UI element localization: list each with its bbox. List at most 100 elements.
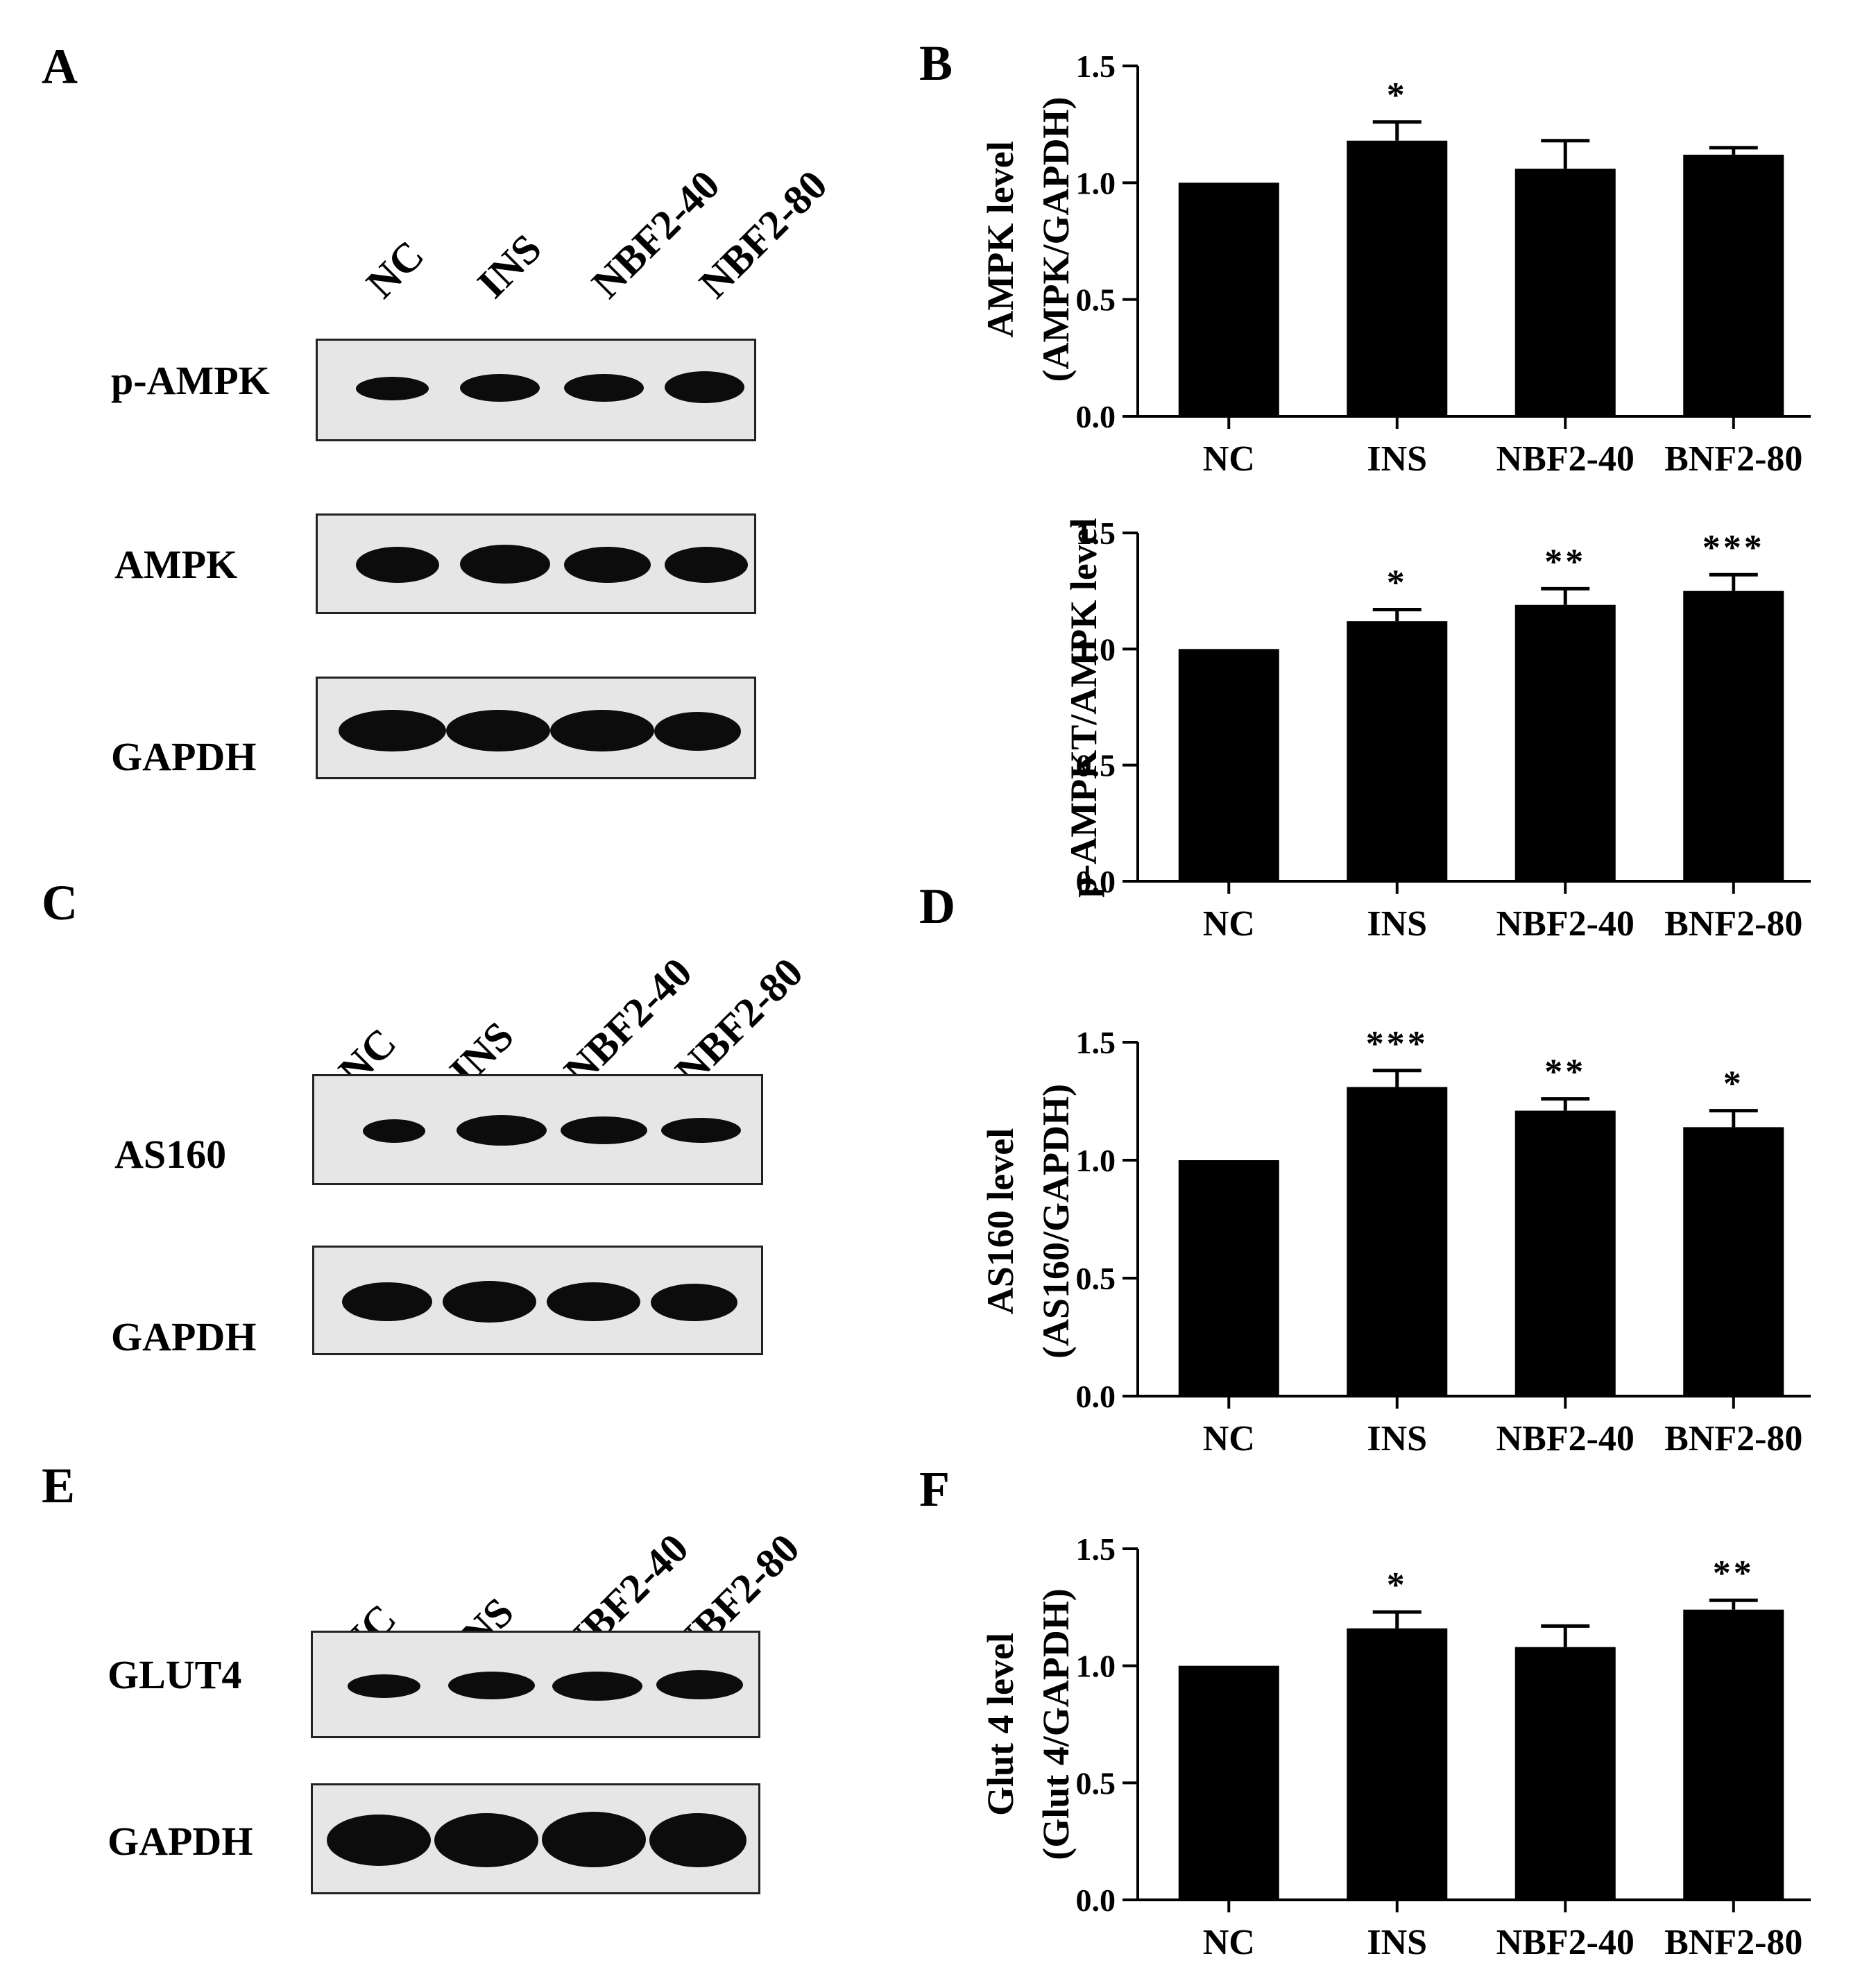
x-tick-label: NC — [1203, 439, 1255, 479]
bar — [1514, 604, 1616, 881]
band — [456, 1115, 547, 1146]
y-tick-label: 0.5 — [1076, 1765, 1116, 1801]
x-tick-label: BNF2-80 — [1664, 1923, 1802, 1962]
panel-letter-d: D — [919, 878, 955, 934]
y-tick-label: 1.0 — [1076, 631, 1116, 667]
bar — [1178, 649, 1279, 881]
blot-strip-as160 — [312, 1074, 763, 1185]
panel-letter-b: B — [919, 35, 953, 91]
significance-marker: * — [1387, 1565, 1408, 1605]
blot-strip-gapdh-c — [312, 1246, 763, 1355]
band — [448, 1672, 535, 1699]
blot-label-gapdh-e: GAPDH — [108, 1819, 253, 1864]
significance-marker: * — [1387, 76, 1408, 115]
x-tick-label: NBF2-40 — [1496, 904, 1635, 944]
x-tick-label: NBF2-40 — [1496, 439, 1635, 479]
band — [651, 1284, 737, 1321]
band — [654, 712, 741, 751]
band — [348, 1674, 420, 1698]
blot-strip-glut4 — [311, 1631, 760, 1738]
panel-letter-f: F — [919, 1461, 950, 1517]
significance-marker: *** — [1366, 1024, 1428, 1064]
x-tick-label: INS — [1367, 1419, 1427, 1459]
bar — [1178, 182, 1279, 416]
blot-label-gapdh-c: GAPDH — [111, 1314, 257, 1359]
band — [339, 710, 446, 751]
band — [661, 1118, 741, 1143]
y-tick-label: 0.5 — [1076, 282, 1116, 318]
band — [656, 1670, 743, 1699]
blot-label-glut4: GLUT4 — [108, 1652, 242, 1697]
bar — [1347, 1628, 1448, 1900]
bar — [1683, 591, 1784, 881]
y-tick-label: 0.0 — [1076, 1883, 1116, 1918]
y-tick-label: 0.0 — [1076, 864, 1116, 899]
band — [649, 1813, 746, 1867]
x-tick-label: INS — [1367, 904, 1427, 944]
y-tick-label: 0.0 — [1076, 1379, 1116, 1414]
y-tick-label: 1.5 — [1076, 516, 1116, 551]
y-axis-label: AMPK level — [980, 141, 1021, 337]
bar — [1514, 1647, 1616, 1900]
significance-marker: ** — [1544, 1053, 1586, 1092]
band — [665, 371, 744, 403]
significance-marker: ** — [1713, 1554, 1755, 1593]
band — [460, 545, 550, 584]
y-tick-label: 0.5 — [1076, 748, 1116, 783]
band — [561, 1116, 647, 1144]
bar — [1347, 140, 1448, 416]
y-axis-label: p-AMPKT/AMPK level — [1063, 518, 1104, 897]
y-tick-label: 0.5 — [1076, 1261, 1116, 1296]
significance-marker: ** — [1544, 542, 1586, 581]
bar — [1514, 169, 1616, 416]
band — [460, 374, 540, 402]
bar — [1178, 1160, 1279, 1396]
blot-label-gapdh-a: GAPDH — [111, 734, 257, 779]
y-axis-label: (AMPK/GAPDH) — [1035, 97, 1077, 382]
x-tick-label: BNF2-80 — [1664, 1419, 1802, 1459]
panel-letter-a: A — [42, 39, 78, 94]
band — [552, 1672, 642, 1701]
y-tick-label: 0.0 — [1076, 399, 1116, 434]
band — [564, 374, 644, 402]
bar — [1683, 1609, 1784, 1900]
x-tick-label: NC — [1203, 1923, 1255, 1962]
blot-label-ampk: AMPK — [114, 542, 238, 587]
band — [363, 1119, 425, 1143]
significance-marker: * — [1387, 563, 1408, 602]
bar — [1347, 621, 1448, 881]
panel-letter-c: C — [42, 875, 78, 931]
blot-strip-ampk — [316, 513, 756, 614]
band — [542, 1812, 646, 1867]
x-tick-label: INS — [1367, 1923, 1427, 1962]
blot-strip-gapdh-a — [316, 677, 756, 779]
band — [564, 547, 651, 583]
panel-letter-e: E — [42, 1458, 76, 1513]
x-tick-label: BNF2-80 — [1664, 439, 1802, 479]
y-axis-label: AS160 level — [980, 1128, 1021, 1314]
bar — [1683, 154, 1784, 416]
y-tick-label: 1.5 — [1076, 1531, 1116, 1567]
band — [547, 1282, 640, 1321]
significance-marker: * — [1723, 1064, 1744, 1104]
x-tick-label: NC — [1203, 1419, 1255, 1459]
y-tick-label: 1.5 — [1076, 1025, 1116, 1060]
x-tick-label: NBF2-40 — [1496, 1923, 1635, 1962]
y-tick-label: 1.0 — [1076, 165, 1116, 201]
bar — [1178, 1665, 1279, 1900]
significance-marker: *** — [1702, 528, 1765, 568]
x-tick-label: INS — [1367, 439, 1427, 479]
bar — [1347, 1087, 1448, 1396]
x-tick-label: NBF2-40 — [1496, 1419, 1635, 1459]
y-axis-label: (Glut 4/GAPDH) — [1035, 1588, 1077, 1860]
bar — [1683, 1127, 1784, 1396]
band — [356, 377, 429, 400]
x-tick-label: NC — [1203, 904, 1255, 944]
y-tick-label: 1.0 — [1076, 1649, 1116, 1684]
band — [550, 710, 654, 751]
y-axis-label: Glut 4 level — [980, 1633, 1021, 1816]
band — [665, 547, 748, 583]
y-tick-label: 1.0 — [1076, 1143, 1116, 1178]
band — [356, 547, 439, 583]
